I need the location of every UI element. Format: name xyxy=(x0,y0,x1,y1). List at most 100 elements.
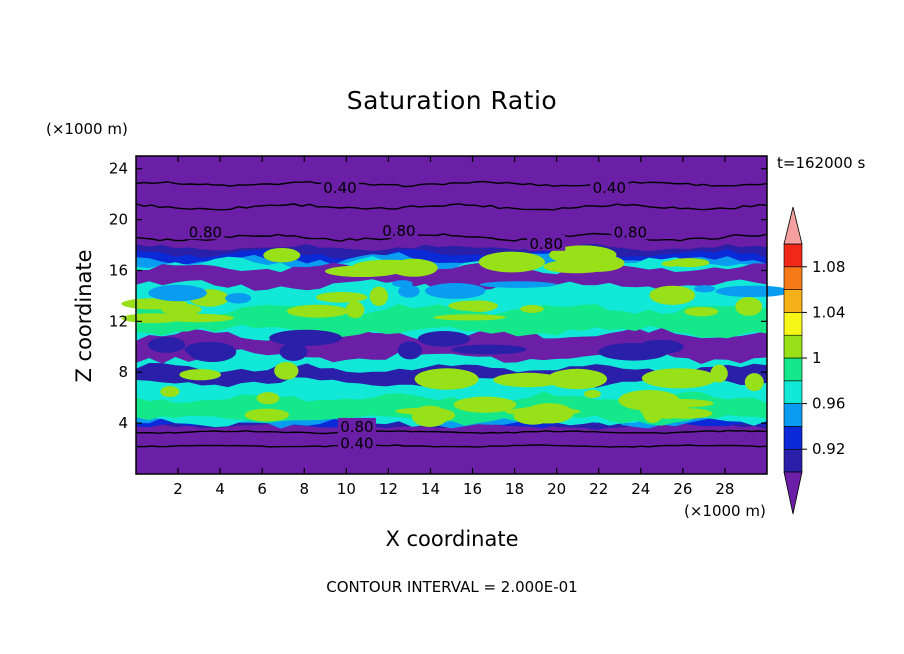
contour-label-bg xyxy=(337,417,376,434)
x-tick-label: 16 xyxy=(463,480,482,498)
field-patch xyxy=(744,373,764,392)
contour-line-080 xyxy=(135,232,768,242)
x-tick-label: 28 xyxy=(715,480,734,498)
x-tick-label: 22 xyxy=(589,480,608,498)
plot-field: 0.40 0.400.80 0.800.800.800.800.40 xyxy=(121,156,791,474)
field-patch xyxy=(160,386,180,398)
field-patch xyxy=(121,298,188,310)
x-tick-label: 18 xyxy=(505,480,524,498)
time-label: t=162000 s xyxy=(777,154,866,172)
colorbar-swatch xyxy=(783,357,803,382)
field-patch xyxy=(584,389,601,399)
contour-line-080 xyxy=(135,429,768,435)
x-axis-label: X coordinate xyxy=(385,527,519,551)
colorbar-swatch xyxy=(783,243,803,268)
contour-label-bg xyxy=(321,178,359,195)
contour-label-bg xyxy=(611,223,650,240)
field-patch xyxy=(710,364,728,383)
colorbar-swatch xyxy=(783,426,803,450)
colorbar-label: 0.96 xyxy=(812,395,845,413)
contour-label-bg xyxy=(527,234,566,251)
field-patch xyxy=(417,331,471,347)
contour-label-bg xyxy=(379,222,418,238)
y-tick-label: 12 xyxy=(109,312,128,330)
field-patch xyxy=(684,306,719,317)
chart-title: Saturation Ratio xyxy=(346,86,558,115)
field-patch xyxy=(148,284,207,302)
x-tick-label: 6 xyxy=(257,480,267,498)
contour-label: 0.80 xyxy=(340,418,373,436)
y-axis-unit: (×1000 m) xyxy=(46,120,128,138)
field-patch xyxy=(398,285,420,298)
contour-label-bg xyxy=(186,223,225,240)
field-patch xyxy=(549,245,617,265)
x-tick-label: 14 xyxy=(421,480,440,498)
colorbar-label: 1.04 xyxy=(812,303,845,321)
field-patch xyxy=(286,304,349,318)
contour-line-060 xyxy=(135,203,768,211)
field-patch xyxy=(414,368,479,390)
colorbar-swatch xyxy=(783,448,803,473)
field-patch xyxy=(424,283,486,299)
contour-label: 0.80 xyxy=(382,222,415,240)
field-patch xyxy=(411,405,449,427)
field-patch xyxy=(660,408,713,419)
y-tick-label: 24 xyxy=(109,160,128,178)
field-patch xyxy=(352,259,427,275)
x-tick-label: 8 xyxy=(299,480,309,498)
y-tick-label: 4 xyxy=(118,414,128,432)
colorbar-min-arrow xyxy=(783,471,803,515)
colorbar-label: 1 xyxy=(812,349,822,367)
x-tick-label: 2 xyxy=(173,480,183,498)
colorbar-label: 1.08 xyxy=(812,258,845,276)
colorbar-swatch xyxy=(783,334,803,359)
field-patch xyxy=(179,369,221,381)
colorbar-swatch xyxy=(783,289,803,313)
field-patch xyxy=(397,341,422,360)
field-band xyxy=(136,391,767,426)
field-patch xyxy=(598,343,669,361)
field-patch xyxy=(453,396,517,413)
x-axis-unit: (×1000 m) xyxy=(684,502,766,520)
contour-label: 0.40 xyxy=(340,435,373,453)
field-patch xyxy=(315,292,368,303)
x-tick-label: 26 xyxy=(673,480,692,498)
field-patch xyxy=(274,362,299,380)
x-tick-label: 20 xyxy=(547,480,566,498)
field-patch xyxy=(694,285,716,293)
contour-label: 0.40 xyxy=(323,179,356,197)
plot-frame xyxy=(135,155,768,475)
colorbar-max-arrow xyxy=(783,206,803,245)
colorbar-swatch xyxy=(783,403,803,427)
field-patch xyxy=(547,368,608,390)
contour-line-040 xyxy=(135,180,768,188)
field-patch xyxy=(345,301,365,319)
field-patch xyxy=(649,285,696,305)
field-patch xyxy=(256,392,280,405)
contour-line-040 xyxy=(135,444,768,448)
colorbar: 0.92 0.96 1 1.04 1.08 xyxy=(783,206,845,515)
field-patch xyxy=(520,304,544,313)
y-tick-label: 8 xyxy=(118,363,128,381)
field-patch xyxy=(269,329,342,346)
colorbar-label: 0.92 xyxy=(812,440,845,458)
x-tick-label: 4 xyxy=(215,480,225,498)
y-tick-label: 20 xyxy=(109,211,128,229)
field-patch xyxy=(148,336,186,353)
x-tick-label: 24 xyxy=(631,480,650,498)
field-patch xyxy=(244,408,290,422)
x-tick-label: 10 xyxy=(337,480,356,498)
field-patch xyxy=(263,248,301,263)
field-patch xyxy=(493,372,562,388)
field-patch xyxy=(225,292,252,304)
field-patch xyxy=(461,300,497,313)
contour-label: 0.80 xyxy=(614,223,647,241)
field-patch xyxy=(188,342,237,362)
contour-label-bg xyxy=(337,434,376,451)
contour-label-bg xyxy=(590,178,629,195)
colorbar-swatch xyxy=(783,312,803,336)
contour-label: 0.80 xyxy=(529,235,562,253)
contour-label: 0.40 xyxy=(593,179,626,197)
contour-label: 0.80 xyxy=(189,223,222,241)
